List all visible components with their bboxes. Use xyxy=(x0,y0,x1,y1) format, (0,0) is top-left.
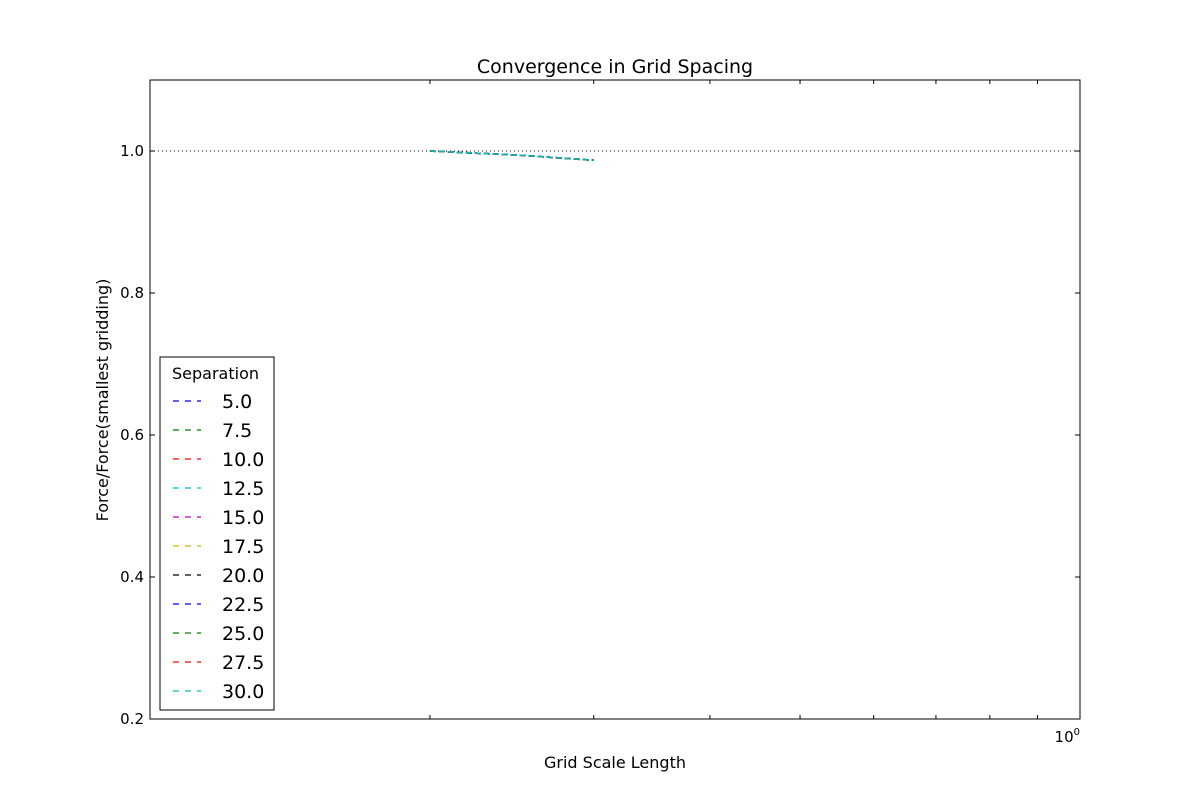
series-group xyxy=(429,150,594,162)
legend-label: 15.0 xyxy=(222,507,264,529)
y-tick-label: 0.6 xyxy=(120,426,144,444)
legend-label: 10.0 xyxy=(222,449,264,471)
legend-entry: 12.5 xyxy=(173,478,264,500)
series-line-30.0 xyxy=(429,150,594,162)
y-axis-label: Force/Force(smallest gridding) xyxy=(93,279,112,522)
legend-entry: 10.0 xyxy=(173,449,264,471)
legend-entry: 7.5 xyxy=(173,420,252,442)
y-tick-label: 0.8 xyxy=(120,284,144,302)
legend-label: 12.5 xyxy=(222,478,264,500)
legend-entry: 20.0 xyxy=(173,565,264,587)
legend-entry: 22.5 xyxy=(173,594,264,616)
x-tick-label: 100 xyxy=(1055,727,1080,746)
legend-label: 27.5 xyxy=(222,652,264,674)
legend-label: 17.5 xyxy=(222,536,264,558)
legend-label: 7.5 xyxy=(222,420,252,442)
legend-entry: 25.0 xyxy=(173,623,264,645)
legend-label: 5.0 xyxy=(222,391,252,413)
legend-label: 30.0 xyxy=(222,681,264,703)
legend-entry: 5.0 xyxy=(173,391,252,413)
legend: Separation 5.0 7.5 10.0 12.5 15.0 17.5 20.0 22.… xyxy=(159,356,275,711)
y-tick-label: 1.0 xyxy=(120,142,144,160)
x-axis-label: Grid Scale Length xyxy=(544,753,686,772)
y-tick-label: 0.4 xyxy=(120,568,144,586)
legend-box xyxy=(159,356,275,711)
x-ticks xyxy=(429,80,1081,719)
legend-label: 22.5 xyxy=(222,594,264,616)
legend-label: 25.0 xyxy=(222,623,264,645)
legend-entry: 27.5 xyxy=(173,652,264,674)
legend-entry: 30.0 xyxy=(173,681,264,703)
legend-label: 20.0 xyxy=(222,565,264,587)
legend-entry: 15.0 xyxy=(173,507,264,529)
legend-entries: 5.0 7.5 10.0 12.5 15.0 17.5 20.0 22.5 25.0 27.5 30… xyxy=(173,391,264,703)
y-tick-label: 0.2 xyxy=(120,710,144,728)
legend-title: Separation xyxy=(172,364,259,383)
plot-area xyxy=(149,79,1081,720)
y-ticks: 0.2 0.4 0.6 0.8 1.0 xyxy=(120,142,1080,728)
chart-title: Convergence in Grid Spacing xyxy=(477,56,753,78)
legend-entry: 17.5 xyxy=(173,536,264,558)
